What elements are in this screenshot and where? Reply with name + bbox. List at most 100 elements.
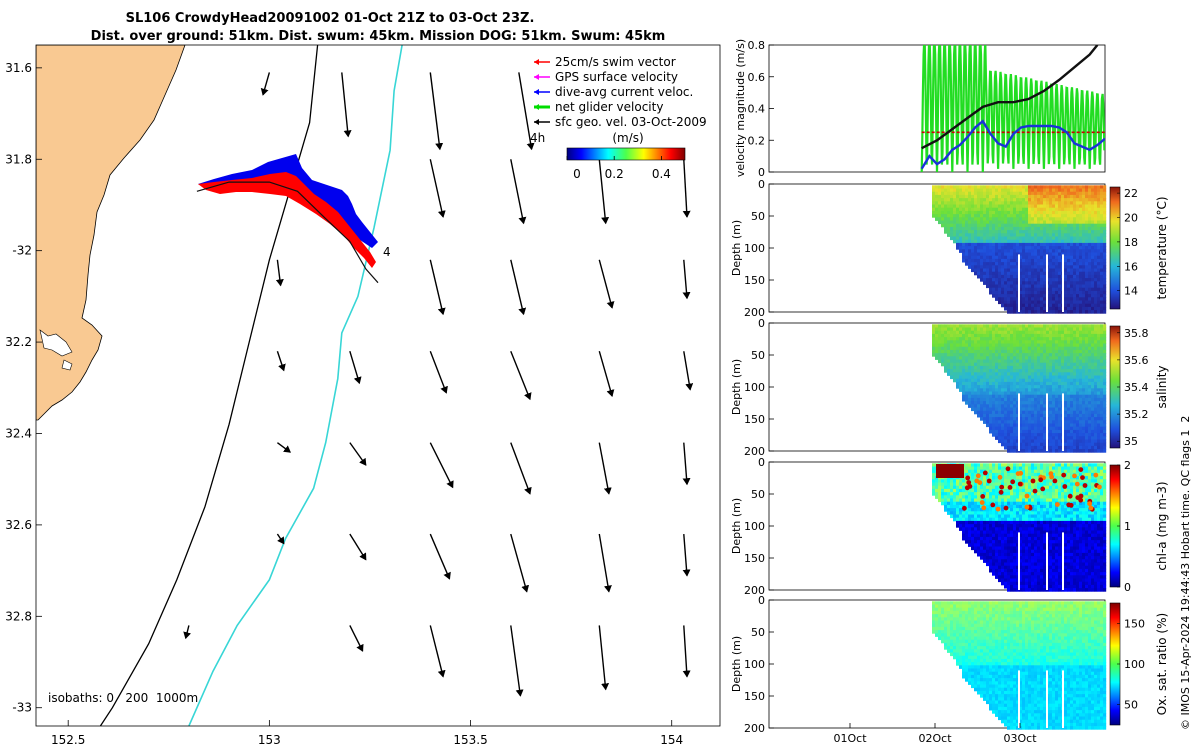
depth-tick-label: 0 (758, 456, 765, 469)
chl-point (1062, 484, 1068, 489)
colorbar-label: chl-a (mg m-3) (1155, 481, 1169, 570)
legend-entry-label: GPS surface velocity (555, 70, 678, 84)
geo-velocity-arrow (682, 442, 691, 486)
map-axes-box (35, 44, 721, 727)
dive-avg-current-swath (198, 154, 378, 248)
map-x-tick-label: 152.5 (51, 733, 85, 747)
geo-velocity-arrow (510, 159, 527, 225)
chl-point (1052, 478, 1058, 484)
depth-tick-label: 200 (744, 722, 765, 735)
geo-velocity-arrow (429, 72, 444, 151)
depth-tick-label: 50 (751, 626, 765, 639)
map-y-tick-label: 31.8 (5, 152, 32, 166)
geo-velocity-arrow (183, 625, 192, 640)
series-net-glider-velocity (920, 45, 1105, 172)
depth-tick-label: 50 (751, 349, 765, 362)
track-end-label: 4 (383, 245, 391, 259)
chl-point (975, 473, 981, 479)
geo-velocity-arrow (683, 351, 694, 391)
depth-tick-label: 50 (751, 488, 765, 501)
chl-point (986, 478, 992, 484)
profile-panel: 0 50 100 150 200 Depth (m) 35.8 35.6 35.4 35.2 35 s… (730, 317, 1169, 458)
geo-velocity-arrow (349, 351, 362, 385)
chl-point (1074, 481, 1080, 487)
geo-velocity-arrow (341, 72, 352, 138)
geo-velocity-arrow (510, 442, 532, 495)
depth-tick-label: 0 (758, 317, 765, 330)
legend-entry-label: dive-avg current veloc. (555, 85, 693, 99)
geo-velocity-arrows (183, 72, 694, 697)
chl-point (977, 480, 983, 485)
chart-title-line-2: Dist. over ground: 51km. Dist. swum: 45k… (91, 29, 666, 44)
chl-high-patch (936, 464, 964, 478)
chl-point (1078, 467, 1084, 472)
depth-tick-label: 200 (744, 445, 765, 458)
chl-point (1005, 466, 1011, 472)
depth-axis-label: Depth (m) (730, 636, 743, 692)
chl-point (1015, 471, 1021, 476)
map-x-tick-label: 153.5 (453, 733, 487, 747)
chl-point (980, 494, 986, 499)
chl-point (1097, 484, 1102, 490)
velocity-y-tick-label: 0.8 (748, 39, 766, 52)
depth-axis-label: Depth (m) (730, 359, 743, 415)
chl-point (964, 485, 970, 491)
chl-point (1088, 505, 1094, 511)
chl-point (982, 470, 988, 476)
time-tick-label: 02Oct (918, 732, 952, 745)
colorbar-tick-label: 18 (1124, 236, 1138, 249)
velocity-panel: 0 0.2 0.4 0.6 0.8 velocity magnitude (m/s) (734, 39, 1106, 179)
depth-tick-label: 150 (744, 274, 765, 287)
depth-tick-label: 0 (758, 178, 765, 191)
geo-velocity-arrow (682, 533, 691, 577)
colorbar-tick-label: 35.8 (1124, 327, 1149, 340)
depth-tick-label: 100 (744, 381, 765, 394)
colorbar-tick-label: 35.4 (1124, 381, 1149, 394)
profile-data-field (932, 601, 1107, 730)
geo-velocity-arrow (598, 351, 615, 397)
chl-point (1010, 479, 1016, 485)
velocity-y-ticks: 0 0.2 0.4 0.6 0.8 (748, 39, 774, 179)
depth-tick-label: 0 (758, 594, 765, 607)
legend-swatch-head (534, 104, 539, 110)
profile-colorbar (1109, 186, 1121, 310)
geo-velocity-arrow (518, 72, 535, 151)
credit-text: © IMOS 15-Apr-2024 19:44:43 Hobart time.… (1179, 416, 1192, 730)
depth-tick-label: 200 (744, 306, 765, 319)
map-y-tick-label: 32.8 (5, 609, 32, 623)
isobaths-label: isobaths: 0 200 1000m (48, 691, 198, 705)
map-panel: 152.5 153 153.5 154 31.6 31.8 -32 32.2 32.4 32.6… (5, 44, 721, 747)
chl-point (1061, 472, 1067, 478)
profile-data-field (932, 324, 1107, 453)
map-y-tick-label: -33 (12, 701, 32, 715)
geo-velocity-arrow (510, 350, 532, 401)
chart-title-line-1: SL106 CrowdyHead20091002 01-Oct 21Z to 0… (126, 11, 535, 26)
chl-point (981, 505, 987, 511)
colorbar-tick-label: 35.6 (1124, 354, 1149, 367)
chl-point (1032, 488, 1038, 494)
isobath-200m (188, 45, 403, 726)
chl-point (1080, 475, 1085, 480)
chl-point (995, 506, 1001, 512)
map-colorbar (566, 147, 686, 161)
colorbar-tick-label: 20 (1124, 212, 1138, 225)
chl-point (979, 500, 985, 505)
geo-velocity-arrow (598, 442, 612, 495)
chl-point (1017, 481, 1023, 487)
geo-velocity-arrow (510, 625, 524, 697)
chl-point (1038, 477, 1044, 483)
geo-velocity-arrow (276, 351, 286, 372)
depth-axis-label: Depth (m) (730, 220, 743, 276)
velocity-y-label: velocity magnitude (m/s) (734, 39, 747, 177)
lake-shape (39, 329, 73, 357)
legend-swatch-head (534, 74, 539, 80)
velocity-y-tick-label: 0.2 (748, 134, 766, 147)
map-x-tick-label: 154 (660, 733, 683, 747)
chl-point (1093, 472, 1099, 478)
glider-track-line (196, 181, 379, 284)
colorbar-tick-label: 22 (1124, 187, 1138, 200)
